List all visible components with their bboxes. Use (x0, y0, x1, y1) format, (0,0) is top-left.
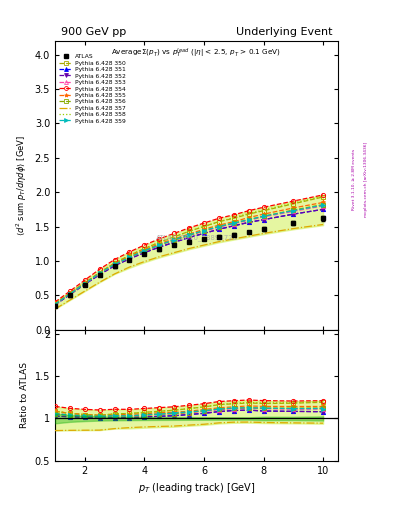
Text: mcplots.cern.ch [arXiv:1306.3436]: mcplots.cern.ch [arXiv:1306.3436] (364, 142, 367, 217)
Text: 900 GeV pp: 900 GeV pp (61, 27, 126, 37)
X-axis label: $p_T$ (leading track) [GeV]: $p_T$ (leading track) [GeV] (138, 481, 255, 495)
Text: Average$\Sigma(p_T)$ vs $p_T^{lead}$ ($|\eta|$ < 2.5, $p_T$ > 0.1 GeV): Average$\Sigma(p_T)$ vs $p_T^{lead}$ ($|… (112, 47, 281, 60)
Y-axis label: $\langle d^{2}$ sum $p_{T}/d\eta d\phi\rangle$ [GeV]: $\langle d^{2}$ sum $p_{T}/d\eta d\phi\r… (15, 135, 29, 236)
Text: ATLAS_2010_S8894728: ATLAS_2010_S8894728 (156, 234, 237, 241)
Text: Underlying Event: Underlying Event (236, 27, 332, 37)
Legend: ATLAS, Pythia 6.428 350, Pythia 6.428 351, Pythia 6.428 352, Pythia 6.428 353, P: ATLAS, Pythia 6.428 350, Pythia 6.428 35… (58, 53, 127, 125)
Y-axis label: Ratio to ATLAS: Ratio to ATLAS (20, 362, 29, 428)
Text: Rivet 3.1.10, ≥ 2.8M events: Rivet 3.1.10, ≥ 2.8M events (352, 148, 356, 210)
